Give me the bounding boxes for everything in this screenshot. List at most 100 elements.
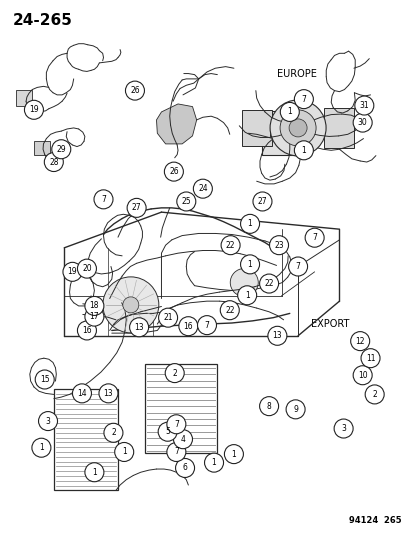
Circle shape [44, 152, 63, 172]
Circle shape [164, 162, 183, 181]
Circle shape [104, 423, 123, 442]
Circle shape [165, 364, 184, 383]
Text: 1: 1 [121, 448, 126, 456]
Circle shape [85, 296, 104, 316]
Text: 1: 1 [231, 450, 236, 458]
Text: 2: 2 [172, 369, 177, 377]
Circle shape [252, 192, 271, 211]
Circle shape [280, 110, 315, 146]
Text: 2: 2 [111, 429, 116, 437]
Circle shape [94, 190, 113, 209]
Text: EXPORT: EXPORT [310, 319, 348, 328]
Circle shape [125, 81, 144, 100]
Text: 16: 16 [183, 322, 193, 330]
Circle shape [288, 257, 307, 276]
Circle shape [166, 415, 185, 434]
Circle shape [221, 236, 240, 255]
Text: 1: 1 [287, 108, 292, 116]
Circle shape [237, 286, 256, 305]
Circle shape [269, 236, 288, 255]
Circle shape [360, 349, 379, 368]
Circle shape [224, 445, 243, 464]
Circle shape [269, 100, 325, 156]
Circle shape [85, 463, 104, 482]
Text: 1: 1 [247, 220, 252, 228]
Circle shape [333, 419, 352, 438]
Text: 11: 11 [365, 354, 374, 362]
Circle shape [193, 179, 212, 198]
Text: 13: 13 [103, 389, 113, 398]
Text: 27: 27 [131, 204, 141, 212]
Circle shape [259, 397, 278, 416]
Text: 1: 1 [244, 291, 249, 300]
Circle shape [197, 316, 216, 335]
Text: 3: 3 [340, 424, 345, 433]
Circle shape [158, 422, 177, 441]
Text: 1: 1 [247, 260, 252, 269]
Text: 24-265: 24-265 [12, 13, 72, 28]
Text: 21: 21 [163, 313, 172, 322]
Circle shape [267, 326, 286, 345]
Circle shape [85, 307, 104, 326]
Circle shape [240, 255, 259, 274]
Circle shape [123, 297, 138, 313]
Circle shape [288, 119, 306, 137]
Circle shape [72, 384, 91, 403]
Text: 2: 2 [371, 390, 376, 399]
Text: 7: 7 [301, 95, 306, 103]
Circle shape [204, 453, 223, 472]
Text: 17: 17 [89, 312, 99, 321]
Circle shape [240, 214, 259, 233]
Circle shape [52, 140, 71, 159]
Circle shape [175, 458, 194, 478]
Text: 7: 7 [295, 262, 300, 271]
Polygon shape [156, 104, 196, 144]
Text: 19: 19 [29, 106, 39, 114]
Bar [16, 90, 32, 106]
Text: 13: 13 [134, 323, 144, 332]
Text: 15: 15 [40, 375, 50, 384]
Text: 25: 25 [181, 197, 191, 206]
Text: 13: 13 [272, 332, 282, 340]
Text: 27: 27 [257, 197, 267, 206]
Text: 1: 1 [301, 146, 306, 155]
Text: 26: 26 [169, 167, 178, 176]
Text: 7: 7 [101, 195, 106, 204]
Bar [145, 364, 217, 453]
Text: 7: 7 [311, 233, 316, 242]
Bar [262, 111, 301, 155]
Circle shape [350, 332, 369, 351]
Text: EUROPE: EUROPE [277, 69, 316, 78]
Circle shape [77, 321, 96, 340]
Text: 31: 31 [358, 101, 368, 110]
Circle shape [99, 384, 118, 403]
Circle shape [280, 102, 299, 122]
Text: 4: 4 [180, 435, 185, 443]
Text: 24: 24 [197, 184, 207, 193]
Circle shape [35, 370, 54, 389]
Text: 1: 1 [211, 458, 216, 467]
Circle shape [166, 442, 185, 462]
Bar [242, 110, 271, 146]
Circle shape [129, 318, 148, 337]
Circle shape [176, 192, 195, 211]
Text: 10: 10 [357, 371, 367, 379]
Bar [323, 108, 353, 148]
Circle shape [294, 141, 313, 160]
Text: 28: 28 [49, 158, 58, 166]
Text: 30: 30 [357, 118, 367, 127]
Circle shape [352, 366, 371, 385]
Text: 20: 20 [82, 264, 92, 273]
Circle shape [127, 198, 146, 217]
Text: 94124  265: 94124 265 [348, 516, 401, 525]
Circle shape [354, 96, 373, 115]
Circle shape [352, 113, 371, 132]
Text: 18: 18 [90, 302, 99, 310]
Text: 3: 3 [45, 417, 50, 425]
Circle shape [102, 277, 159, 333]
Text: 7: 7 [173, 420, 178, 429]
Circle shape [38, 411, 57, 431]
Bar [34, 141, 50, 155]
Circle shape [63, 262, 82, 281]
Circle shape [230, 269, 258, 296]
